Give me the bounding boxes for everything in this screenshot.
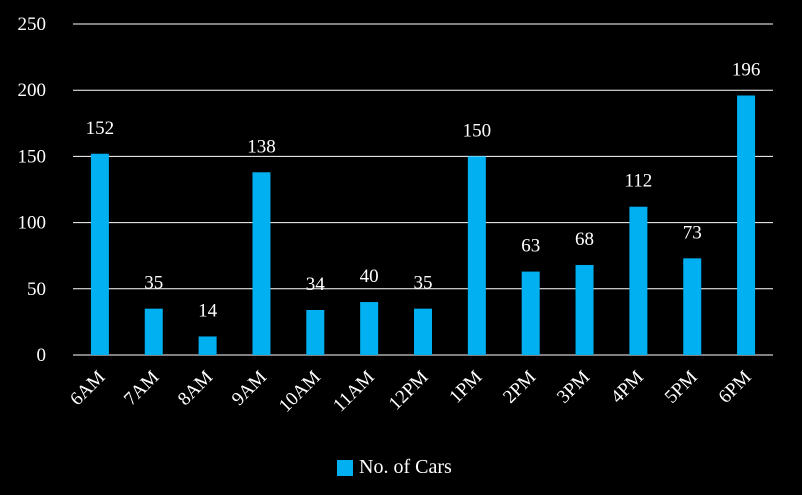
data-label: 40 [360, 266, 379, 287]
gridlines [73, 23, 773, 356]
y-tick-label: 250 [18, 14, 47, 35]
bar [737, 95, 756, 355]
data-label: 138 [247, 136, 276, 157]
bars [90, 95, 756, 355]
x-tick-label: 1PM [445, 367, 486, 408]
data-label: 34 [306, 274, 326, 295]
data-label: 68 [575, 229, 594, 250]
data-label: 150 [463, 120, 492, 141]
data-label: 196 [732, 59, 761, 80]
x-tick-label: 7AM [120, 367, 163, 410]
x-tick-label: 3PM [553, 367, 594, 408]
y-tick-label: 100 [18, 213, 47, 234]
x-tick-label: 10AM [275, 367, 325, 417]
data-label: 14 [198, 300, 218, 321]
bar [360, 302, 379, 355]
y-tick-label: 150 [18, 146, 47, 167]
data-labels: 152 35 14 138 34 40 35 150 63 68 112 73 196 [86, 59, 761, 321]
bar [90, 153, 109, 355]
legend-swatch [337, 459, 353, 476]
x-tick-label: 9AM [228, 367, 271, 410]
bar [198, 336, 217, 355]
data-label: 35 [144, 273, 163, 294]
bar [575, 264, 594, 355]
bar [144, 308, 163, 355]
x-tick-label: 6AM [66, 367, 109, 410]
x-axis-labels: 6AM 7AM 8AM 9AM 10AM 11AM 12PM 1PM 2PM 3PM 4PM 5PM 6… [66, 367, 755, 417]
y-tick-label: 50 [27, 279, 46, 300]
bar [306, 309, 325, 355]
bar [467, 156, 486, 355]
x-tick-label: 8AM [174, 367, 217, 410]
x-tick-label: 4PM [607, 367, 648, 408]
bar [683, 258, 702, 355]
data-label: 152 [86, 118, 115, 139]
data-label: 73 [683, 222, 702, 243]
data-label: 63 [521, 236, 540, 257]
data-label: 35 [414, 273, 433, 294]
bar [252, 172, 271, 355]
legend-label: No. of Cars [359, 456, 452, 478]
y-tick-label: 200 [18, 80, 47, 101]
x-tick-label: 11AM [329, 367, 379, 417]
x-tick-label: 6PM [715, 367, 756, 408]
data-label: 112 [624, 171, 652, 192]
x-tick-label: 2PM [499, 367, 540, 408]
bar [414, 308, 432, 355]
x-tick-label: 12PM [385, 367, 433, 415]
y-axis-ticks: 0 50 100 150 200 250 [18, 14, 47, 366]
x-tick-label: 5PM [661, 367, 702, 408]
bar [629, 206, 648, 355]
bar [521, 271, 540, 355]
y-tick-label: 0 [37, 345, 47, 366]
legend: No. of Cars [337, 456, 452, 479]
